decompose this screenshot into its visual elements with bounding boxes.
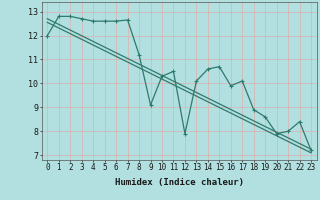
- X-axis label: Humidex (Indice chaleur): Humidex (Indice chaleur): [115, 178, 244, 187]
